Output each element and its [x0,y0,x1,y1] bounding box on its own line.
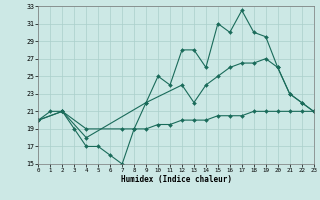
X-axis label: Humidex (Indice chaleur): Humidex (Indice chaleur) [121,175,231,184]
